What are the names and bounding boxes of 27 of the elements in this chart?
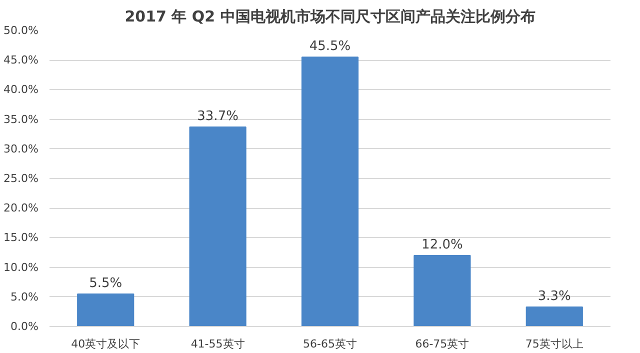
- data-label: 12.0%: [422, 237, 463, 252]
- bar: [526, 306, 583, 326]
- data-label: 33.7%: [197, 108, 238, 124]
- y-tick-label: 40.0%: [4, 83, 39, 96]
- x-tick-label: 40英寸及以下: [71, 338, 140, 350]
- y-tick-label: 50.0%: [4, 24, 39, 37]
- y-tick-label: 15.0%: [4, 231, 39, 244]
- bar: [77, 293, 134, 326]
- bar: [301, 56, 359, 326]
- bar: [189, 126, 246, 326]
- y-tick-label: 35.0%: [4, 112, 39, 126]
- data-label: 5.5%: [89, 276, 122, 291]
- x-tick-label: 41-55英寸: [190, 338, 245, 350]
- y-tick-label: 0.0%: [10, 320, 39, 333]
- y-tick-label: 5.0%: [10, 290, 39, 304]
- x-tick-label: 75英寸以上: [525, 338, 584, 350]
- y-tick-label: 45.0%: [4, 54, 39, 67]
- chart-title: 2017 年 Q2 中国电视机市场不同尺寸区间产品关注比例分布: [124, 8, 536, 26]
- y-tick-label: 25.0%: [4, 172, 39, 185]
- y-tick-label: 30.0%: [4, 142, 39, 156]
- x-tick-label: 56-65英寸: [303, 338, 357, 350]
- bar: [414, 254, 471, 326]
- x-tick-label: 66-75英寸: [415, 338, 470, 350]
- data-label: 45.5%: [309, 39, 351, 54]
- y-tick-label: 10.0%: [4, 260, 39, 274]
- data-label: 3.3%: [538, 288, 571, 304]
- y-tick-label: 20.0%: [4, 202, 39, 215]
